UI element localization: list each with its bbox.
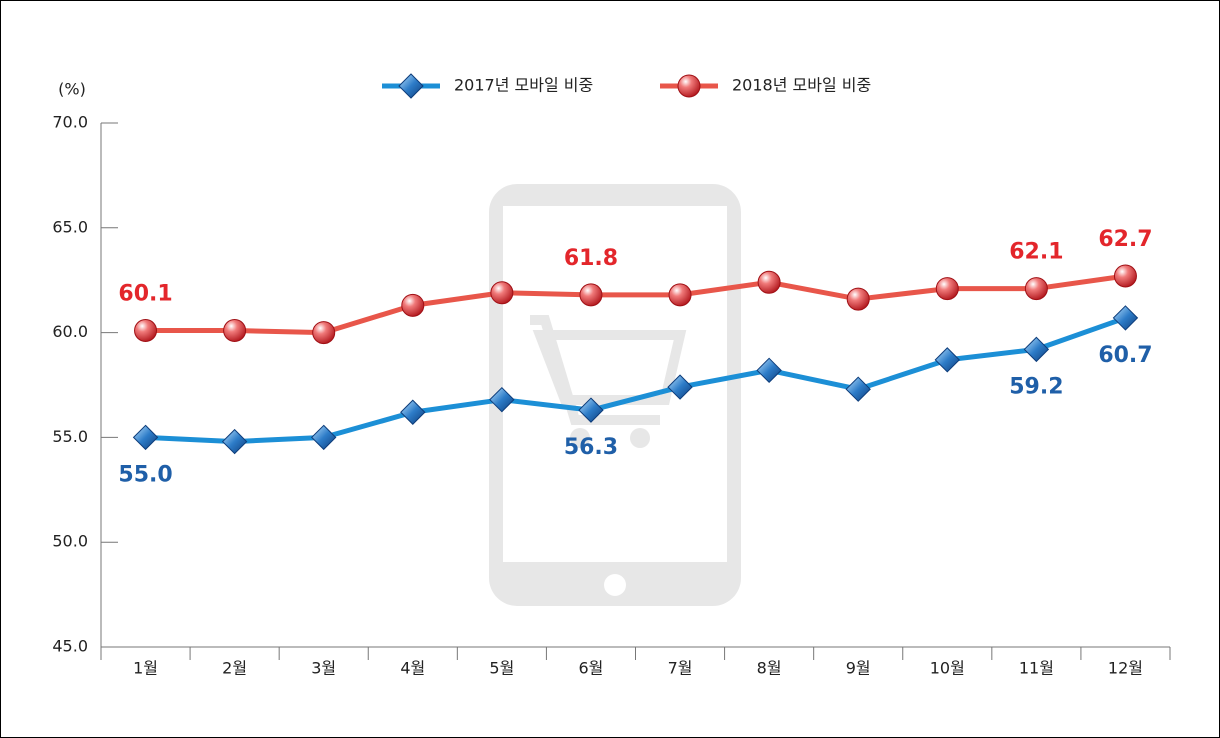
x-tick-label: 12월	[1108, 659, 1143, 678]
x-tick-label: 9월	[846, 659, 871, 678]
marker	[401, 293, 425, 317]
x-tick-label: 1월	[133, 659, 158, 678]
marker	[221, 428, 248, 455]
legend-label: 2018년 모바일 비중	[732, 76, 871, 95]
y-tick-label: 50.0	[52, 532, 88, 551]
marker	[668, 283, 692, 307]
x-tick-label: 4월	[400, 659, 425, 678]
marker	[756, 357, 782, 384]
x-tick-label: 2월	[222, 659, 247, 678]
marker	[677, 74, 701, 98]
marker	[312, 321, 336, 345]
marker	[757, 270, 781, 294]
data-label: 60.1	[118, 282, 172, 307]
marker	[490, 281, 514, 305]
marker	[223, 319, 247, 343]
x-tick-label: 7월	[668, 659, 693, 678]
y-tick-label: 45.0	[52, 637, 88, 656]
marker	[845, 376, 871, 402]
marker	[1024, 277, 1048, 301]
marker	[400, 399, 426, 425]
marker	[935, 277, 959, 301]
y-axis-label: (%)	[58, 80, 86, 99]
x-tick-label: 8월	[757, 659, 782, 678]
y-tick-label: 70.0	[52, 113, 88, 132]
data-label: 62.7	[1098, 227, 1152, 252]
legend-label: 2017년 모바일 비중	[454, 76, 593, 95]
data-label: 56.3	[564, 435, 618, 460]
marker	[934, 347, 960, 373]
x-tick-label: 5월	[489, 659, 514, 678]
y-tick-label: 60.0	[52, 322, 88, 341]
marker	[311, 424, 337, 451]
data-label: 59.2	[1009, 374, 1063, 399]
marker	[578, 397, 604, 423]
marker	[134, 319, 158, 343]
x-tick-label: 3월	[311, 659, 336, 678]
marker	[1023, 336, 1050, 363]
series-line	[145, 273, 1126, 336]
x-tick-label: 6월	[579, 659, 604, 678]
marker	[1112, 305, 1139, 331]
x-tick-label: 10월	[930, 659, 965, 678]
data-label: 55.0	[118, 462, 172, 487]
data-label: 61.8	[564, 246, 618, 271]
y-tick-label: 55.0	[52, 427, 88, 446]
y-tick-label: 65.0	[52, 217, 88, 236]
marker	[846, 287, 870, 311]
data-label: 62.1	[1009, 240, 1063, 265]
series-line	[145, 315, 1127, 445]
marker	[667, 374, 693, 400]
marker	[489, 386, 515, 413]
marker	[579, 283, 603, 307]
data-label: 60.7	[1098, 343, 1152, 368]
marker	[1113, 264, 1137, 288]
marker	[398, 73, 424, 99]
marker	[132, 424, 159, 451]
x-tick-label: 11월	[1019, 659, 1054, 678]
